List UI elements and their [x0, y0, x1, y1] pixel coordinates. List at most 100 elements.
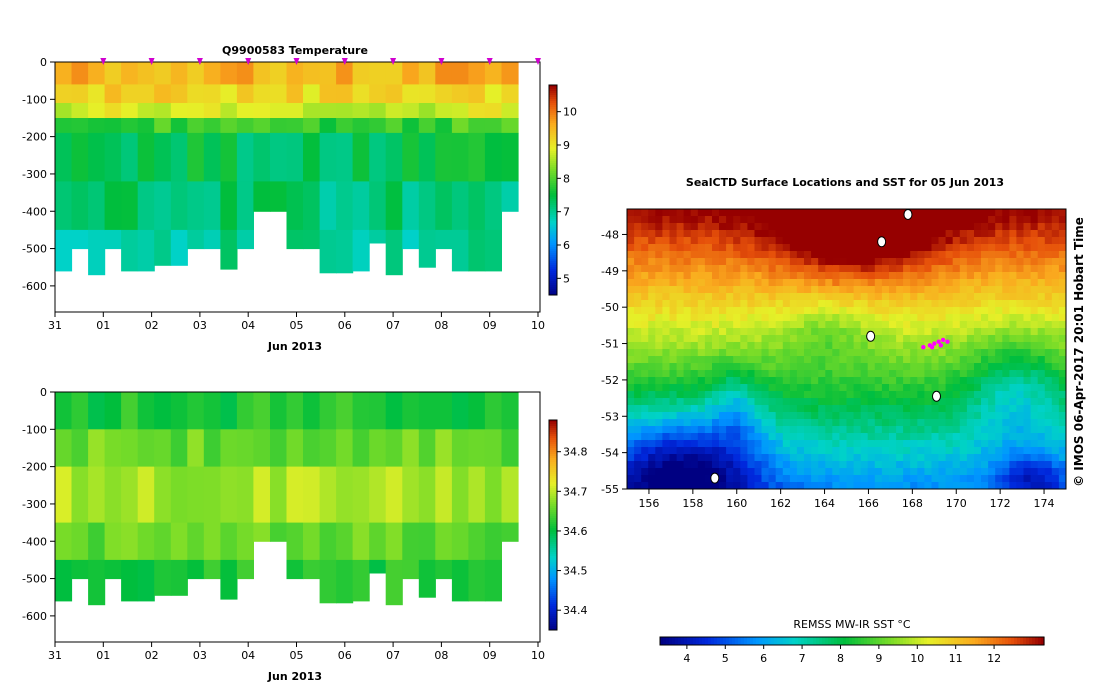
colorbar-segment: [549, 223, 557, 226]
y-tick-label: -500: [22, 243, 47, 256]
sst-cell: [1058, 433, 1066, 441]
sst-cell: [910, 454, 918, 462]
colorbar-segment: [549, 227, 557, 230]
profile-cell: [369, 392, 387, 430]
colorbar-segment: [549, 422, 557, 425]
colorbar-segment: [549, 530, 557, 533]
sst-cell: [676, 209, 685, 217]
sst-cell: [988, 356, 996, 364]
sst-cell: [782, 440, 791, 448]
sst-cell: [726, 447, 734, 455]
sst-cell: [874, 363, 883, 371]
sst-cell: [641, 223, 649, 231]
sst-cell: [832, 384, 840, 392]
sst-cell: [740, 223, 748, 231]
sst-cell: [804, 272, 812, 280]
sst-cell: [669, 244, 678, 252]
sst-cell: [974, 321, 982, 329]
sst-cell: [846, 223, 855, 231]
sst-cell: [747, 405, 756, 413]
sst-cell: [945, 454, 954, 462]
x-tick-label: 31: [48, 319, 62, 332]
colorbar-segment: [549, 113, 557, 116]
sst-cell: [903, 307, 911, 315]
sst-cell: [1044, 468, 1053, 476]
sst-cell: [889, 258, 897, 266]
sst-cell: [945, 412, 954, 420]
sst-cell: [1023, 482, 1032, 489]
sst-cell: [1058, 244, 1066, 252]
sst-cell: [846, 279, 855, 287]
sst-cell: [867, 279, 876, 287]
sst-cell: [889, 342, 897, 350]
sst-cell: [655, 349, 663, 357]
sst-cell: [974, 265, 982, 273]
sst-cell: [1016, 440, 1025, 448]
sst-cell: [981, 391, 989, 399]
colorbar-segment: [549, 420, 557, 423]
profile-cell: [154, 62, 172, 85]
sst-cell: [804, 237, 812, 245]
sst-cell: [1002, 272, 1010, 280]
sst-cell: [1051, 363, 1060, 371]
colorbar-segment: [549, 424, 557, 427]
x-tick-label: 09: [483, 319, 497, 332]
sst-cell: [959, 265, 968, 273]
profile-cell: [501, 522, 519, 542]
sst-cell: [740, 384, 748, 392]
sst-cell: [1030, 328, 1039, 336]
profile-cell: [270, 84, 288, 104]
sst-cell: [945, 447, 954, 455]
sst-cell: [889, 363, 897, 371]
sst-cell: [761, 356, 770, 364]
sst-cell: [1016, 307, 1025, 315]
sst-cell: [733, 349, 741, 357]
profile-cell: [402, 62, 420, 85]
colorbar-segment: [549, 578, 557, 581]
colorbar-segment: [549, 496, 557, 499]
sst-cell: [1030, 440, 1039, 448]
sst-cell: [974, 363, 982, 371]
sst-cell: [974, 251, 982, 259]
sst-cell: [867, 377, 876, 385]
sst-cell: [754, 279, 763, 287]
sst-cell: [634, 272, 642, 280]
sst-cell: [697, 216, 706, 224]
colorbar-segment: [960, 637, 964, 645]
sst-cell: [1058, 447, 1066, 455]
sst-cell: [889, 482, 897, 489]
sst-cell: [981, 265, 989, 273]
sst-cell: [669, 384, 678, 392]
profile-cell: [121, 229, 139, 272]
sst-cell: [881, 419, 890, 427]
sst-cell: [832, 377, 840, 385]
profile-cell: [369, 132, 387, 182]
sst-cell: [782, 230, 791, 238]
sst-cell: [959, 419, 968, 427]
sst-cell: [789, 272, 798, 280]
sst-cell: [1044, 405, 1053, 413]
sst-cell: [981, 321, 989, 329]
colorbar-segment: [735, 637, 739, 645]
sst-cell: [719, 440, 727, 448]
colorbar-segment: [549, 199, 557, 202]
sst-cell: [966, 272, 975, 280]
sst-cell: [945, 342, 954, 350]
profile-cell: [154, 559, 172, 596]
sst-cell: [1037, 419, 1046, 427]
sst-cell: [761, 272, 770, 280]
sst-cell: [655, 251, 663, 259]
profile-cell: [319, 392, 337, 430]
sst-cell: [839, 370, 848, 378]
sst-cell: [1016, 475, 1025, 483]
sst-cell: [655, 230, 663, 238]
colorbar-segment: [1032, 637, 1036, 645]
sst-cell: [1058, 251, 1066, 259]
sst-cell: [1009, 440, 1018, 448]
colorbar-segment: [990, 637, 994, 645]
sst-cell: [818, 363, 826, 371]
sst-cell: [966, 286, 975, 294]
colorbar-segment: [549, 492, 557, 495]
sst-cell: [747, 307, 756, 315]
sst-cell: [1044, 272, 1053, 280]
